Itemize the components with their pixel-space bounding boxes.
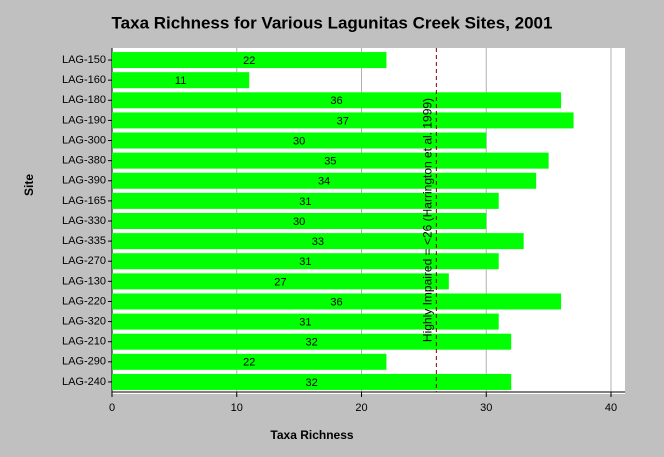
- bar: [112, 333, 512, 350]
- bar: [112, 172, 537, 189]
- bar: [112, 313, 499, 330]
- bar: [112, 273, 449, 290]
- bar: [112, 293, 562, 310]
- value-label: 37: [337, 115, 349, 127]
- y-tick-label: LAG-220: [62, 295, 106, 307]
- x-tick-label: 40: [605, 402, 617, 414]
- y-tick-label: LAG-270: [62, 255, 106, 267]
- y-tick-label: LAG-380: [62, 155, 106, 167]
- x-axis-label: Taxa Richness: [270, 428, 353, 442]
- value-label: 22: [243, 55, 255, 67]
- value-label: 32: [305, 337, 317, 349]
- y-tick-label: LAG-180: [62, 94, 106, 106]
- y-tick-label: LAG-190: [62, 114, 106, 126]
- x-tick-label: 0: [109, 402, 115, 414]
- value-label: 36: [330, 296, 342, 308]
- bar: [112, 233, 524, 250]
- y-tick-label: LAG-130: [62, 275, 106, 287]
- bar: [112, 373, 512, 390]
- value-label: 30: [293, 216, 305, 228]
- value-label: 31: [299, 196, 311, 208]
- bar: [112, 353, 387, 370]
- y-tick-label: LAG-390: [62, 175, 106, 187]
- y-tick-label: LAG-335: [62, 235, 106, 247]
- value-label: 33: [312, 236, 324, 248]
- value-label: 22: [243, 357, 255, 369]
- value-label: 32: [305, 377, 317, 389]
- y-tick-label: LAG-165: [62, 195, 106, 207]
- bar: [112, 52, 387, 69]
- value-label: 30: [293, 135, 305, 147]
- bar: [112, 72, 250, 89]
- y-tick-label: LAG-240: [62, 376, 106, 388]
- y-tick-label: LAG-150: [62, 54, 106, 66]
- y-tick-label: LAG-210: [62, 336, 106, 348]
- bar: [112, 152, 549, 169]
- bar: [112, 192, 499, 209]
- y-axis-label: Site: [22, 174, 36, 196]
- value-label: 11: [175, 75, 186, 87]
- reference-label: Highly Impaired = <26 (Harrington et al.…: [421, 98, 435, 342]
- x-tick-label: 20: [355, 402, 367, 414]
- value-label: 31: [299, 256, 311, 268]
- bar: [112, 112, 574, 129]
- value-label: 31: [299, 316, 311, 328]
- bar: [112, 132, 487, 149]
- y-tick-label: LAG-160: [62, 74, 106, 86]
- x-tick-label: 10: [231, 402, 243, 414]
- y-tick-label: LAG-290: [62, 356, 106, 368]
- bar: [112, 92, 562, 109]
- value-label: 36: [330, 95, 342, 107]
- x-tick-label: 30: [480, 402, 492, 414]
- bar: [112, 213, 487, 229]
- value-label: 35: [324, 156, 336, 168]
- y-tick-label: LAG-330: [62, 215, 106, 227]
- value-label: 27: [274, 276, 286, 288]
- chart-title: Taxa Richness for Various Lagunitas Cree…: [112, 13, 553, 32]
- bar: [112, 253, 499, 270]
- y-tick-label: LAG-320: [62, 315, 106, 327]
- y-tick-label: LAG-300: [62, 134, 106, 146]
- value-label: 34: [318, 176, 330, 188]
